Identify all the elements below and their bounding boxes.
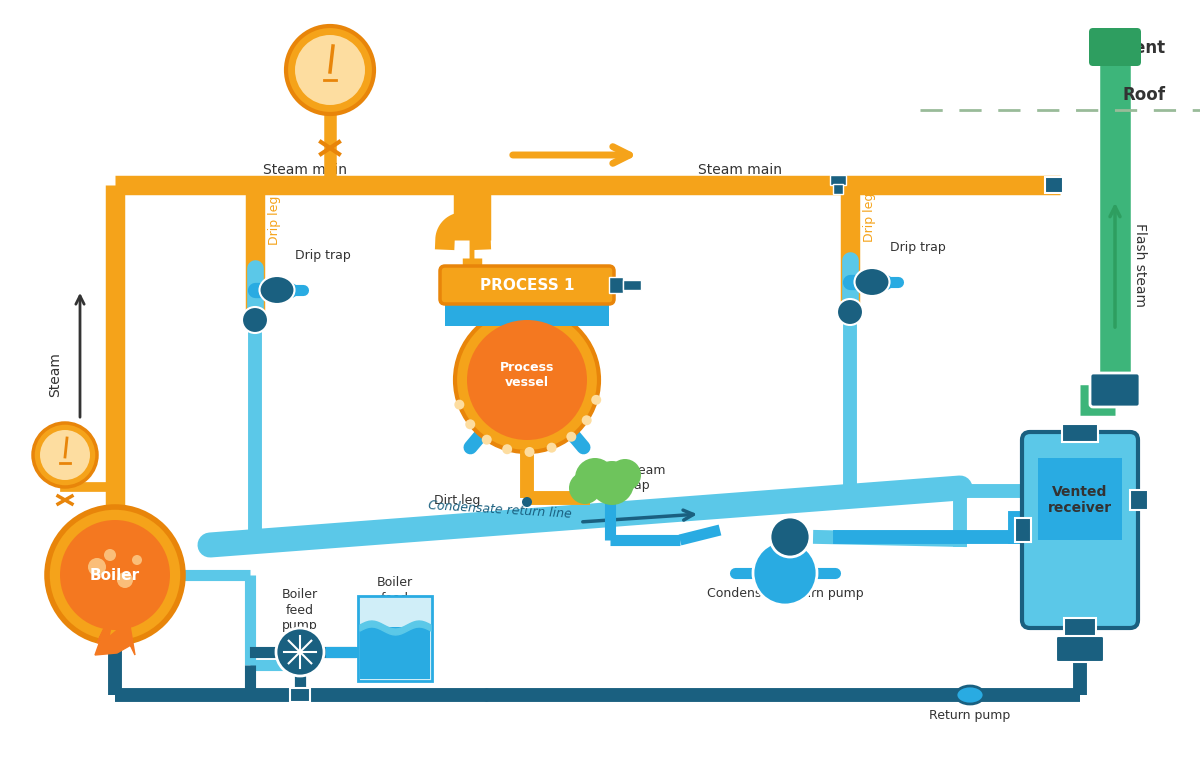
Circle shape bbox=[295, 35, 365, 105]
Text: Drip leg: Drip leg bbox=[863, 192, 876, 242]
FancyBboxPatch shape bbox=[833, 184, 842, 194]
Circle shape bbox=[34, 423, 97, 487]
Text: PROCESS 1: PROCESS 1 bbox=[480, 278, 575, 292]
Circle shape bbox=[592, 395, 601, 405]
Text: Drip trap: Drip trap bbox=[890, 240, 946, 254]
Text: Process
vessel: Process vessel bbox=[500, 361, 554, 389]
FancyBboxPatch shape bbox=[1062, 424, 1098, 442]
Circle shape bbox=[104, 549, 116, 561]
Text: Drip leg: Drip leg bbox=[268, 196, 281, 245]
Circle shape bbox=[88, 558, 106, 576]
Text: Vent: Vent bbox=[1123, 39, 1166, 57]
Circle shape bbox=[466, 419, 475, 429]
FancyBboxPatch shape bbox=[1064, 618, 1096, 640]
Circle shape bbox=[286, 26, 374, 114]
Circle shape bbox=[590, 461, 634, 505]
Text: Boiler
feed
water: Boiler feed water bbox=[377, 577, 413, 619]
Text: Dirt leg: Dirt leg bbox=[433, 493, 480, 506]
Circle shape bbox=[754, 541, 817, 605]
FancyBboxPatch shape bbox=[1022, 432, 1138, 628]
Text: Steam main: Steam main bbox=[263, 163, 347, 177]
Circle shape bbox=[770, 517, 810, 557]
Circle shape bbox=[566, 432, 576, 441]
Circle shape bbox=[522, 497, 532, 507]
Circle shape bbox=[569, 472, 601, 504]
Text: Drip trap: Drip trap bbox=[295, 248, 350, 261]
Circle shape bbox=[575, 458, 614, 498]
FancyBboxPatch shape bbox=[358, 595, 432, 680]
Circle shape bbox=[455, 308, 599, 452]
Text: Condensate return pump: Condensate return pump bbox=[707, 587, 863, 600]
FancyBboxPatch shape bbox=[1015, 518, 1031, 542]
Text: Boiler
feed
pump: Boiler feed pump bbox=[282, 588, 318, 632]
FancyBboxPatch shape bbox=[623, 280, 641, 290]
Polygon shape bbox=[95, 605, 136, 655]
Text: Steam main: Steam main bbox=[698, 163, 782, 177]
Text: Flash steam: Flash steam bbox=[1133, 223, 1147, 307]
Circle shape bbox=[242, 307, 268, 333]
Circle shape bbox=[47, 507, 184, 643]
Text: Vented
receiver: Vented receiver bbox=[1048, 485, 1112, 515]
Circle shape bbox=[467, 320, 587, 440]
FancyBboxPatch shape bbox=[1088, 28, 1141, 66]
Circle shape bbox=[608, 459, 641, 491]
Ellipse shape bbox=[259, 276, 294, 304]
FancyBboxPatch shape bbox=[440, 266, 614, 304]
FancyBboxPatch shape bbox=[1038, 458, 1122, 540]
Circle shape bbox=[502, 444, 512, 455]
Circle shape bbox=[524, 447, 534, 457]
Circle shape bbox=[132, 555, 142, 565]
Circle shape bbox=[40, 430, 90, 480]
Circle shape bbox=[481, 434, 492, 444]
FancyBboxPatch shape bbox=[1045, 177, 1063, 193]
Ellipse shape bbox=[854, 268, 889, 296]
FancyBboxPatch shape bbox=[608, 277, 623, 293]
FancyBboxPatch shape bbox=[1130, 490, 1148, 510]
FancyBboxPatch shape bbox=[445, 304, 608, 326]
Circle shape bbox=[276, 628, 324, 676]
FancyBboxPatch shape bbox=[1090, 373, 1140, 407]
Text: Condensate return line: Condensate return line bbox=[428, 499, 572, 521]
Circle shape bbox=[455, 400, 464, 410]
Circle shape bbox=[547, 443, 557, 453]
FancyBboxPatch shape bbox=[290, 688, 310, 702]
Circle shape bbox=[118, 572, 133, 588]
Circle shape bbox=[582, 415, 592, 425]
Ellipse shape bbox=[956, 686, 984, 704]
Circle shape bbox=[836, 299, 863, 325]
FancyBboxPatch shape bbox=[830, 175, 846, 185]
Text: Steam: Steam bbox=[48, 352, 62, 397]
Text: Return pump: Return pump bbox=[929, 709, 1010, 721]
FancyBboxPatch shape bbox=[360, 626, 431, 679]
Text: Steam
trap: Steam trap bbox=[625, 464, 666, 492]
Circle shape bbox=[60, 520, 170, 630]
FancyBboxPatch shape bbox=[1056, 636, 1104, 662]
Text: Boiler: Boiler bbox=[90, 567, 140, 583]
Text: Roof: Roof bbox=[1123, 86, 1166, 104]
